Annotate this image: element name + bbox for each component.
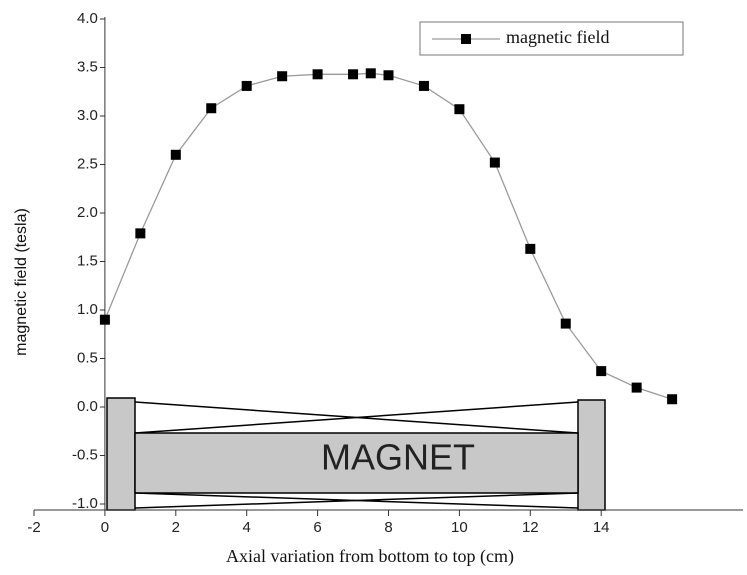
y-tick-label: 4.0 bbox=[77, 10, 98, 27]
x-axis-title: Axial variation from bottom to top (cm) bbox=[226, 546, 514, 567]
x-tick-label: 0 bbox=[101, 519, 109, 536]
legend-label: magnetic field bbox=[506, 27, 609, 47]
y-tick-label: 3.5 bbox=[77, 58, 98, 75]
y-tick-label: 0.0 bbox=[77, 398, 98, 415]
x-tick-label: 4 bbox=[243, 519, 251, 536]
data-point bbox=[170, 149, 181, 160]
data-point bbox=[206, 103, 217, 114]
data-point bbox=[631, 382, 642, 393]
x-tick-label: 2 bbox=[172, 519, 180, 536]
legend-marker bbox=[461, 34, 471, 44]
data-point bbox=[560, 318, 571, 329]
y-tick-label: -0.5 bbox=[72, 446, 98, 463]
x-tick-label: 6 bbox=[313, 519, 321, 536]
data-point bbox=[383, 70, 394, 81]
data-point bbox=[454, 104, 465, 115]
data-point bbox=[667, 394, 678, 405]
data-point bbox=[135, 228, 146, 239]
x-tick-label: 10 bbox=[451, 519, 468, 536]
y-tick-label: 2.5 bbox=[77, 155, 98, 172]
x-tick-label: 8 bbox=[384, 519, 392, 536]
y-tick-label: 1.5 bbox=[77, 252, 98, 269]
x-tick-label: -2 bbox=[27, 519, 40, 536]
annotation: MAGNET bbox=[321, 437, 475, 478]
data-point bbox=[277, 71, 288, 82]
data-point bbox=[99, 314, 110, 325]
y-tick-label: 3.0 bbox=[77, 107, 98, 124]
series-line bbox=[104, 72, 673, 400]
magnet-drawing bbox=[106, 397, 606, 511]
x-tick-label: 12 bbox=[522, 519, 539, 536]
data-point bbox=[596, 366, 607, 377]
y-tick-label: 0.5 bbox=[77, 349, 98, 366]
data-point bbox=[312, 69, 323, 80]
y-tick-label: 1.0 bbox=[77, 301, 98, 318]
y-tick-label: 2.0 bbox=[77, 204, 98, 221]
data-point bbox=[241, 80, 252, 91]
x-tick-label: 14 bbox=[593, 519, 610, 536]
y-axis-title: magnetic field (tesla) bbox=[13, 208, 30, 356]
data-point bbox=[348, 69, 359, 80]
data-point bbox=[525, 243, 536, 254]
y-tick-label: -1.0 bbox=[72, 495, 98, 512]
data-point bbox=[489, 157, 500, 168]
data-point bbox=[365, 68, 376, 79]
data-point bbox=[418, 80, 429, 91]
